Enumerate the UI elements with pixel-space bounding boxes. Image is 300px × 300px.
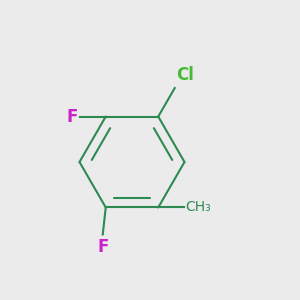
Text: Cl: Cl <box>176 66 194 84</box>
Text: F: F <box>97 238 108 256</box>
Text: CH₃: CH₃ <box>185 200 211 214</box>
Text: F: F <box>67 107 78 125</box>
